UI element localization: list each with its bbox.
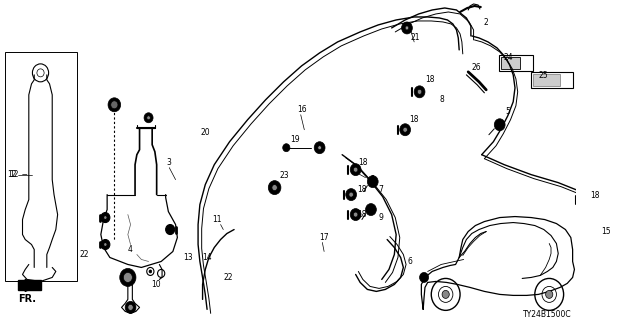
- Text: 12: 12: [7, 170, 17, 179]
- Circle shape: [108, 98, 121, 112]
- Text: 22: 22: [79, 250, 89, 259]
- Bar: [531, 72, 573, 88]
- Circle shape: [353, 212, 358, 217]
- Circle shape: [405, 26, 409, 30]
- Circle shape: [546, 291, 553, 298]
- Circle shape: [124, 272, 132, 283]
- Text: 18: 18: [425, 75, 435, 84]
- Bar: [533, 74, 560, 86]
- Text: 7: 7: [378, 185, 383, 194]
- Text: TY24B1500C: TY24B1500C: [523, 310, 572, 319]
- Circle shape: [350, 164, 361, 176]
- Circle shape: [414, 86, 425, 98]
- Circle shape: [104, 243, 107, 246]
- Text: 18: 18: [410, 115, 419, 124]
- Text: 18: 18: [357, 210, 367, 219]
- Circle shape: [349, 192, 353, 197]
- Text: 11: 11: [212, 215, 222, 224]
- Circle shape: [367, 176, 378, 188]
- Text: 19: 19: [290, 135, 300, 144]
- Text: 6: 6: [408, 257, 413, 266]
- Circle shape: [353, 167, 358, 172]
- Text: 23: 23: [279, 171, 289, 180]
- Text: 17: 17: [319, 233, 328, 242]
- Circle shape: [400, 124, 411, 136]
- Circle shape: [272, 185, 277, 191]
- Text: 9: 9: [378, 213, 383, 222]
- Text: 15: 15: [602, 227, 611, 236]
- Text: 5: 5: [505, 107, 510, 116]
- Text: 20: 20: [201, 128, 211, 137]
- Text: 21: 21: [411, 33, 420, 43]
- Circle shape: [581, 197, 586, 202]
- Text: 12: 12: [9, 170, 19, 179]
- Circle shape: [283, 144, 290, 152]
- Circle shape: [149, 270, 152, 273]
- Circle shape: [350, 209, 361, 220]
- Circle shape: [442, 291, 449, 298]
- Circle shape: [420, 272, 429, 283]
- Circle shape: [111, 101, 118, 109]
- Text: FR.: FR.: [18, 294, 36, 304]
- Text: 8: 8: [440, 95, 444, 104]
- Text: 13: 13: [184, 253, 193, 262]
- Text: 4: 4: [128, 245, 132, 254]
- Text: 2: 2: [483, 19, 488, 28]
- Bar: [500, 57, 520, 69]
- Text: 24: 24: [503, 53, 513, 62]
- Polygon shape: [18, 280, 42, 291]
- Circle shape: [403, 127, 408, 132]
- Circle shape: [346, 188, 356, 201]
- Circle shape: [578, 194, 589, 205]
- Circle shape: [417, 89, 422, 94]
- Text: 10: 10: [151, 280, 161, 289]
- Text: 26: 26: [472, 63, 481, 72]
- Bar: [499, 55, 533, 71]
- Text: 14: 14: [203, 253, 212, 262]
- Circle shape: [365, 204, 376, 216]
- Circle shape: [314, 142, 325, 154]
- Circle shape: [494, 119, 505, 131]
- Circle shape: [401, 22, 412, 34]
- Circle shape: [101, 239, 110, 250]
- Circle shape: [268, 180, 281, 195]
- Text: 22: 22: [223, 273, 233, 282]
- Circle shape: [634, 288, 640, 300]
- Text: 18: 18: [357, 185, 367, 194]
- Circle shape: [104, 216, 107, 220]
- Circle shape: [147, 116, 150, 120]
- Circle shape: [128, 304, 133, 310]
- Text: 3: 3: [166, 158, 172, 167]
- Circle shape: [166, 225, 175, 235]
- Circle shape: [125, 301, 136, 313]
- Text: 25: 25: [538, 71, 548, 80]
- Circle shape: [120, 268, 136, 286]
- Circle shape: [318, 146, 321, 150]
- Text: 18: 18: [358, 158, 368, 167]
- Text: 16: 16: [297, 105, 307, 114]
- Text: 18: 18: [589, 191, 599, 200]
- Text: 1: 1: [370, 175, 375, 184]
- Bar: [4, 52, 77, 281]
- Circle shape: [144, 113, 153, 123]
- Circle shape: [101, 212, 110, 222]
